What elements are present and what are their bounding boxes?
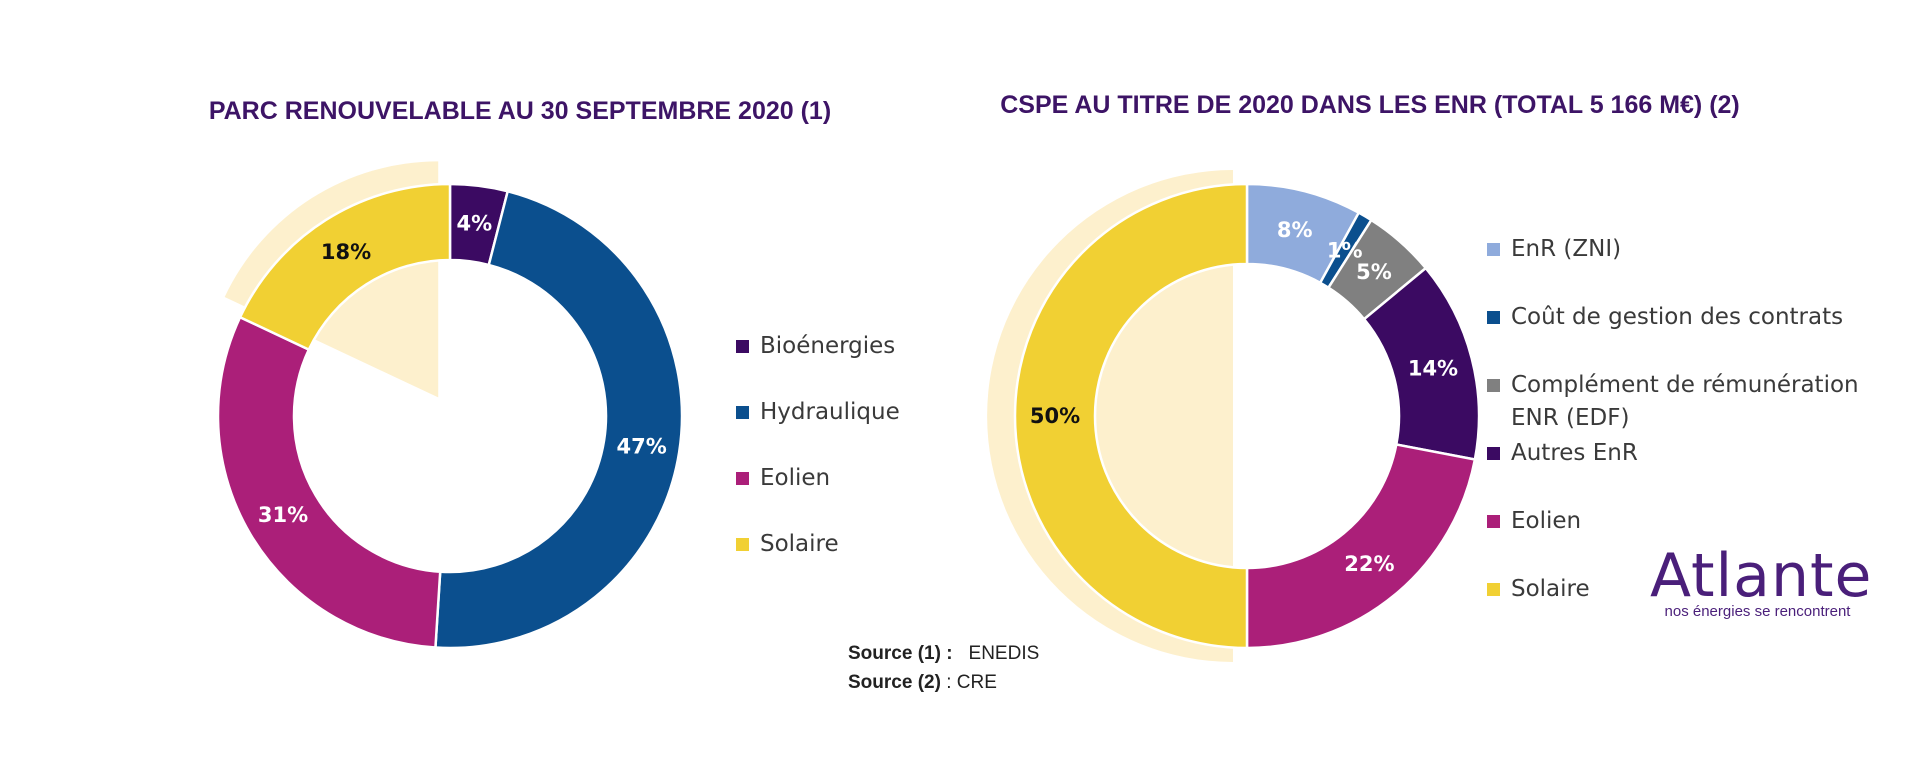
legend-label: Eolien <box>1511 508 1582 534</box>
legend-swatch <box>1487 447 1500 460</box>
logo-tagline: nos énergies se rencontrent <box>1664 603 1851 620</box>
legend-swatch <box>736 472 749 485</box>
legend-swatch <box>1487 243 1500 256</box>
legend-label: Complément de rémunération ENR (EDF) <box>1511 372 1859 431</box>
data-label-co-t-de-gestion-des-contrats: 1% <box>1327 239 1363 263</box>
data-label-solaire: 18% <box>321 240 371 264</box>
data-label-hydraulique: 47% <box>616 434 666 458</box>
highlight-backdrop-2 <box>987 170 1233 662</box>
data-label-bio-nergies: 4% <box>456 212 492 236</box>
source-2-value: : CRE <box>940 672 997 693</box>
slice-eolien <box>216 315 442 649</box>
legend-swatch <box>1487 379 1500 392</box>
data-label-solaire: 50% <box>1030 404 1080 428</box>
legend-swatch <box>736 340 749 353</box>
legend-swatch <box>1487 515 1500 528</box>
chart-title-parc: PARC RENOUVELABLE AU 30 SEPTEMBRE 2020 (… <box>208 97 832 125</box>
donut-2: 8% 1%5% 14% 22% 50% <box>987 170 1481 662</box>
legend-label: Solaire <box>760 531 839 557</box>
chart-title-cspe: CSPE AU TITRE DE 2020 DANS LES ENR (TOTA… <box>1000 91 1740 119</box>
legend-label: Autres EnR <box>1511 440 1638 466</box>
logo-name: Atlante <box>1650 541 1873 611</box>
data-label-compl-ment-de-r-mun-ration-enr-edf-: 5% <box>1356 260 1392 284</box>
source-1: Source (1) : ENEDIS <box>848 643 1039 665</box>
legend-label: Hydraulique <box>760 399 900 425</box>
atlante-logo: Atlante nos énergies se rencontrent <box>1650 541 1873 620</box>
source-2: Source (2) : CRE <box>848 672 997 694</box>
data-label-autres-enr: 14% <box>1408 356 1458 380</box>
donut-1: 4% 47% 31% 18% <box>216 161 684 650</box>
legend-label: EnR (ZNI) <box>1511 236 1622 262</box>
slice-solaire <box>1013 182 1249 650</box>
slice-hydraulique <box>434 189 684 650</box>
data-label-enr-zni-: 8% <box>1277 218 1313 242</box>
slice-solaire <box>238 182 452 352</box>
data-label-eolien: 31% <box>258 503 308 527</box>
legend-swatch <box>736 406 749 419</box>
source-2-label: Source (2) <box>848 672 941 693</box>
slice-eolien <box>1245 443 1477 650</box>
source-1-label: Source (1) : <box>848 643 953 664</box>
legend-swatch <box>1487 583 1500 596</box>
legend-label: Bioénergies <box>760 333 896 359</box>
legend-swatch <box>1487 311 1500 324</box>
data-label-eolien: 22% <box>1344 552 1394 576</box>
legend-label: Solaire <box>1511 576 1590 602</box>
legend-label: Eolien <box>760 465 831 491</box>
legend-label: Coût de gestion des contrats <box>1511 304 1844 330</box>
source-1-value: ENEDIS <box>968 643 1040 664</box>
legend-swatch <box>736 538 749 551</box>
